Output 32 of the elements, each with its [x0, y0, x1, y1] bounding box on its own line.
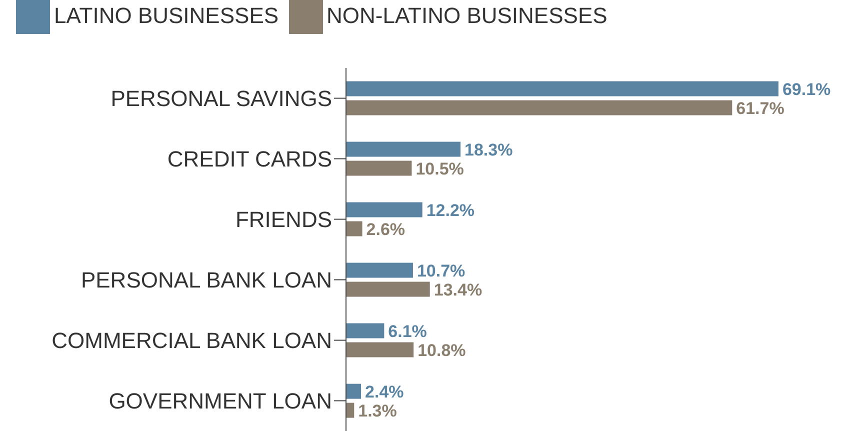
y-tick-label: FRIENDS	[235, 207, 332, 232]
legend-label: NON-LATINO BUSINESSES	[326, 2, 608, 28]
bar	[346, 100, 732, 116]
bar	[346, 402, 354, 418]
bar	[346, 262, 413, 278]
legend-label: LATINO BUSINESSES	[54, 2, 279, 28]
data-label: 69.1%	[782, 80, 831, 99]
y-tick-label: CREDIT CARDS	[167, 146, 332, 172]
bar	[346, 282, 430, 297]
data-label: 6.1%	[388, 322, 427, 341]
data-label: 10.8%	[418, 340, 466, 360]
y-tick-label: GOVERNMENT LOAN	[108, 388, 332, 414]
bar	[346, 221, 362, 236]
bar	[346, 142, 461, 157]
y-tick-label: PERSONAL BANK LOAN	[80, 268, 332, 293]
data-label: 2.6%	[366, 220, 406, 239]
y-tick-label: COMMERCIAL BANK LOAN	[52, 328, 332, 354]
data-label: 2.4%	[365, 382, 404, 402]
bar	[346, 160, 412, 176]
data-label: 13.4%	[434, 280, 482, 300]
data-label: 10.5%	[416, 159, 464, 178]
y-tick-label: PERSONAL SAVINGS	[110, 86, 332, 112]
bar	[346, 342, 414, 358]
data-label: 61.7%	[736, 98, 784, 118]
bar	[346, 81, 778, 96]
data-label: 10.7%	[416, 261, 466, 280]
bar	[346, 323, 384, 338]
data-label: 18.3%	[464, 140, 513, 160]
data-label: 12.2%	[426, 200, 475, 220]
bar	[346, 384, 362, 399]
data-label: 1.3%	[358, 401, 397, 420]
bar	[346, 202, 422, 218]
